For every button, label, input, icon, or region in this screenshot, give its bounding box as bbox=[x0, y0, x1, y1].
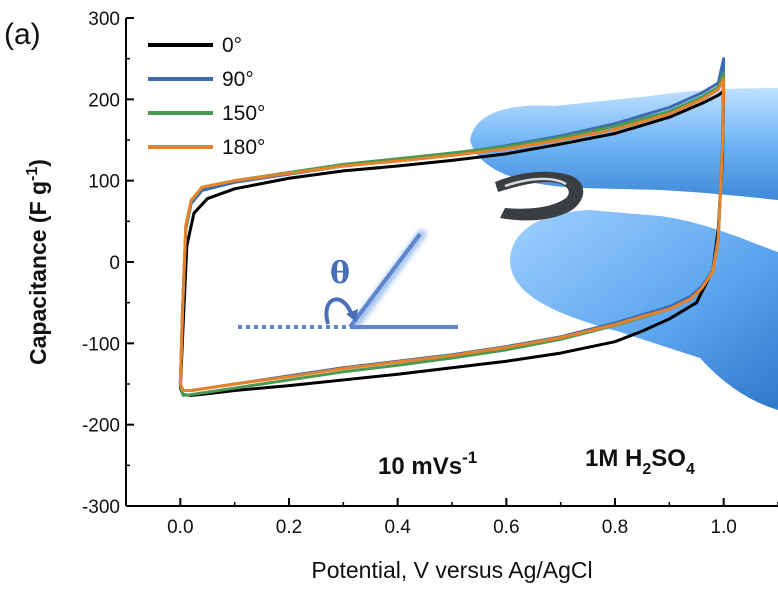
legend-label-0: 0° bbox=[222, 34, 242, 57]
x-tick-label: 0.6 bbox=[493, 517, 519, 538]
scan-rate-annotation: 10 mVs-1 bbox=[378, 448, 477, 480]
arc-arrowhead bbox=[346, 309, 358, 322]
y-tick-label: 0 bbox=[109, 253, 120, 274]
theta-label: θ bbox=[330, 256, 350, 291]
y-tick-label: -200 bbox=[82, 416, 120, 437]
legend-label-1: 90° bbox=[222, 68, 254, 91]
y-tick-label: 100 bbox=[88, 172, 120, 193]
x-axis-title: Potential, V versus Ag/AgCl bbox=[311, 557, 592, 583]
series-group bbox=[178, 57, 726, 397]
flexible-film bbox=[495, 171, 584, 221]
electrolyte-annotation: 1M H2SO4 bbox=[585, 445, 695, 478]
x-tick-label: 1.0 bbox=[710, 517, 736, 538]
legend: 0° 90° 150° 180° bbox=[148, 34, 265, 159]
x-tick-label: 0.8 bbox=[602, 517, 628, 538]
y-tick-label: 300 bbox=[88, 9, 120, 30]
series-line-3 bbox=[178, 77, 726, 393]
x-tick-label: 0.2 bbox=[276, 517, 302, 538]
x-tick-label: 0.0 bbox=[167, 517, 193, 538]
axes: -300 -200 -100 0 100 200 300 0.0 0.2 0.4 0.6 0.8 1.0 bbox=[82, 9, 778, 538]
y-tick-label: -100 bbox=[82, 334, 120, 355]
film-highlight bbox=[504, 177, 567, 188]
bending-angle-diagram: θ bbox=[238, 228, 458, 332]
angle-arc-arrow bbox=[324, 297, 354, 325]
legend-label-2: 150° bbox=[222, 102, 265, 125]
y-axis-title: Capacitance (F g-1) bbox=[24, 159, 51, 365]
panel-label: (a) bbox=[4, 18, 41, 51]
bent-arm bbox=[348, 232, 422, 329]
y-tick-label: 200 bbox=[88, 90, 120, 111]
lower-glove-finger bbox=[510, 210, 778, 410]
legend-label-3: 180° bbox=[222, 136, 265, 159]
x-tick-label: 0.4 bbox=[384, 517, 411, 538]
y-tick-label: -300 bbox=[82, 497, 120, 518]
background-photo bbox=[470, 88, 778, 410]
